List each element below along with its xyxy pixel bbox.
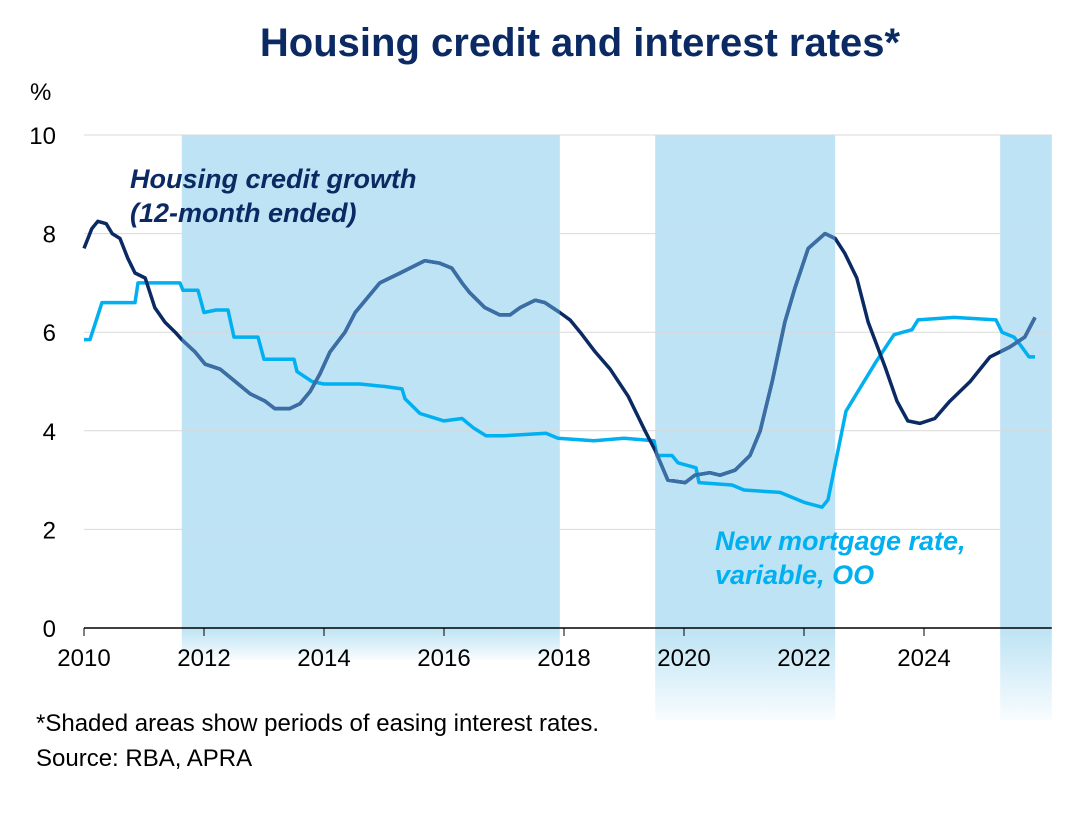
shaded-period-fade: [1000, 628, 1052, 720]
shaded-period: [655, 135, 836, 628]
x-tick-label: 2022: [777, 645, 830, 672]
mortgage-label-line1: New mortgage rate,: [715, 526, 966, 556]
y-tick-label: 4: [43, 419, 56, 446]
x-tick-label: 2020: [657, 645, 710, 672]
y-tick-label: 2: [43, 517, 56, 544]
shaded-period: [1000, 135, 1052, 628]
y-tick-label: 6: [43, 320, 56, 347]
shaded-period-fade: [181, 628, 560, 660]
x-tick-label: 2024: [897, 645, 950, 672]
credit-label-line2: (12-month ended): [130, 198, 357, 228]
y-tick-label: 8: [43, 222, 56, 249]
credit-label-line1: Housing credit growth: [130, 164, 417, 194]
y-axis-unit: %: [30, 79, 51, 106]
x-tick-label: 2010: [57, 645, 110, 672]
chart-title: Housing credit and interest rates*: [260, 21, 901, 65]
mortgage-rate-line: [84, 281, 1035, 509]
x-tick-label: 2014: [297, 645, 350, 672]
x-tick-label: 2016: [417, 645, 470, 672]
x-tick-label: 2012: [177, 645, 230, 672]
footnote: *Shaded areas show periods of easing int…: [36, 710, 599, 737]
y-tick-label: 10: [29, 123, 56, 150]
source-note: Source: RBA, APRA: [36, 745, 252, 772]
shaded-period: [181, 135, 560, 628]
mortgage-label-line2: variable, OO: [715, 560, 874, 590]
x-tick-label: 2018: [537, 645, 590, 672]
y-tick-label: 0: [43, 616, 56, 643]
shaded-period-fade: [655, 628, 836, 720]
